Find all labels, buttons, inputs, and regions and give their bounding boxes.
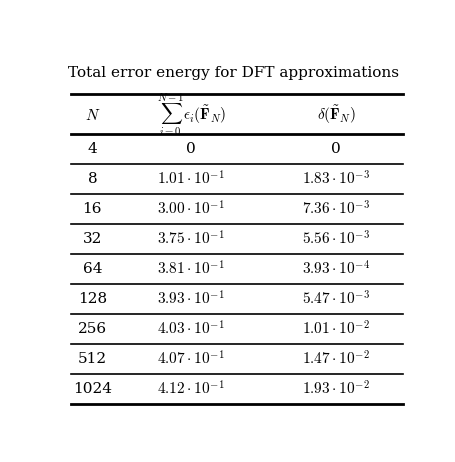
Text: $1.47\cdot 10^{-2}$: $1.47\cdot 10^{-2}$ xyxy=(302,350,369,368)
Text: 32: 32 xyxy=(82,232,102,246)
Text: $N$: $N$ xyxy=(85,108,100,122)
Text: $3.81\cdot 10^{-1}$: $3.81\cdot 10^{-1}$ xyxy=(157,260,225,278)
Text: 16: 16 xyxy=(82,202,102,216)
Text: $\sum_{i=0}^{N-1} \epsilon_i(\tilde{\mathbf{F}}_N)$: $\sum_{i=0}^{N-1} \epsilon_i(\tilde{\mat… xyxy=(157,91,225,139)
Text: $3.00\cdot 10^{-1}$: $3.00\cdot 10^{-1}$ xyxy=(157,200,225,218)
Text: $4.12\cdot 10^{-1}$: $4.12\cdot 10^{-1}$ xyxy=(157,380,225,398)
Text: 64: 64 xyxy=(82,262,102,276)
Text: 512: 512 xyxy=(78,352,106,366)
Text: 0: 0 xyxy=(331,142,340,156)
Text: $1.83\cdot 10^{-3}$: $1.83\cdot 10^{-3}$ xyxy=(302,170,369,188)
Text: $5.56\cdot 10^{-3}$: $5.56\cdot 10^{-3}$ xyxy=(302,230,369,248)
Text: $3.93\cdot 10^{-4}$: $3.93\cdot 10^{-4}$ xyxy=(302,260,369,278)
Text: Total error energy for DFT approximations: Total error energy for DFT approximation… xyxy=(68,66,398,80)
Text: $1.01\cdot 10^{-1}$: $1.01\cdot 10^{-1}$ xyxy=(157,170,225,188)
Text: $3.93\cdot 10^{-1}$: $3.93\cdot 10^{-1}$ xyxy=(157,290,225,308)
Text: $4.07\cdot 10^{-1}$: $4.07\cdot 10^{-1}$ xyxy=(157,350,225,368)
Text: $1.93\cdot 10^{-2}$: $1.93\cdot 10^{-2}$ xyxy=(302,380,369,398)
Text: $5.47\cdot 10^{-3}$: $5.47\cdot 10^{-3}$ xyxy=(302,290,369,308)
Text: 4: 4 xyxy=(87,142,97,156)
Text: 0: 0 xyxy=(186,142,196,156)
Text: $1.01\cdot 10^{-2}$: $1.01\cdot 10^{-2}$ xyxy=(302,320,369,338)
Text: $3.75\cdot 10^{-1}$: $3.75\cdot 10^{-1}$ xyxy=(157,230,225,248)
Text: 256: 256 xyxy=(78,322,106,336)
Text: $7.36\cdot 10^{-3}$: $7.36\cdot 10^{-3}$ xyxy=(302,200,369,218)
Text: 1024: 1024 xyxy=(73,382,111,396)
Text: 8: 8 xyxy=(87,172,97,186)
Text: $4.03\cdot 10^{-1}$: $4.03\cdot 10^{-1}$ xyxy=(157,320,225,338)
Text: $\delta(\tilde{\mathbf{F}}_N)$: $\delta(\tilde{\mathbf{F}}_N)$ xyxy=(316,103,355,127)
Text: 128: 128 xyxy=(78,292,106,306)
